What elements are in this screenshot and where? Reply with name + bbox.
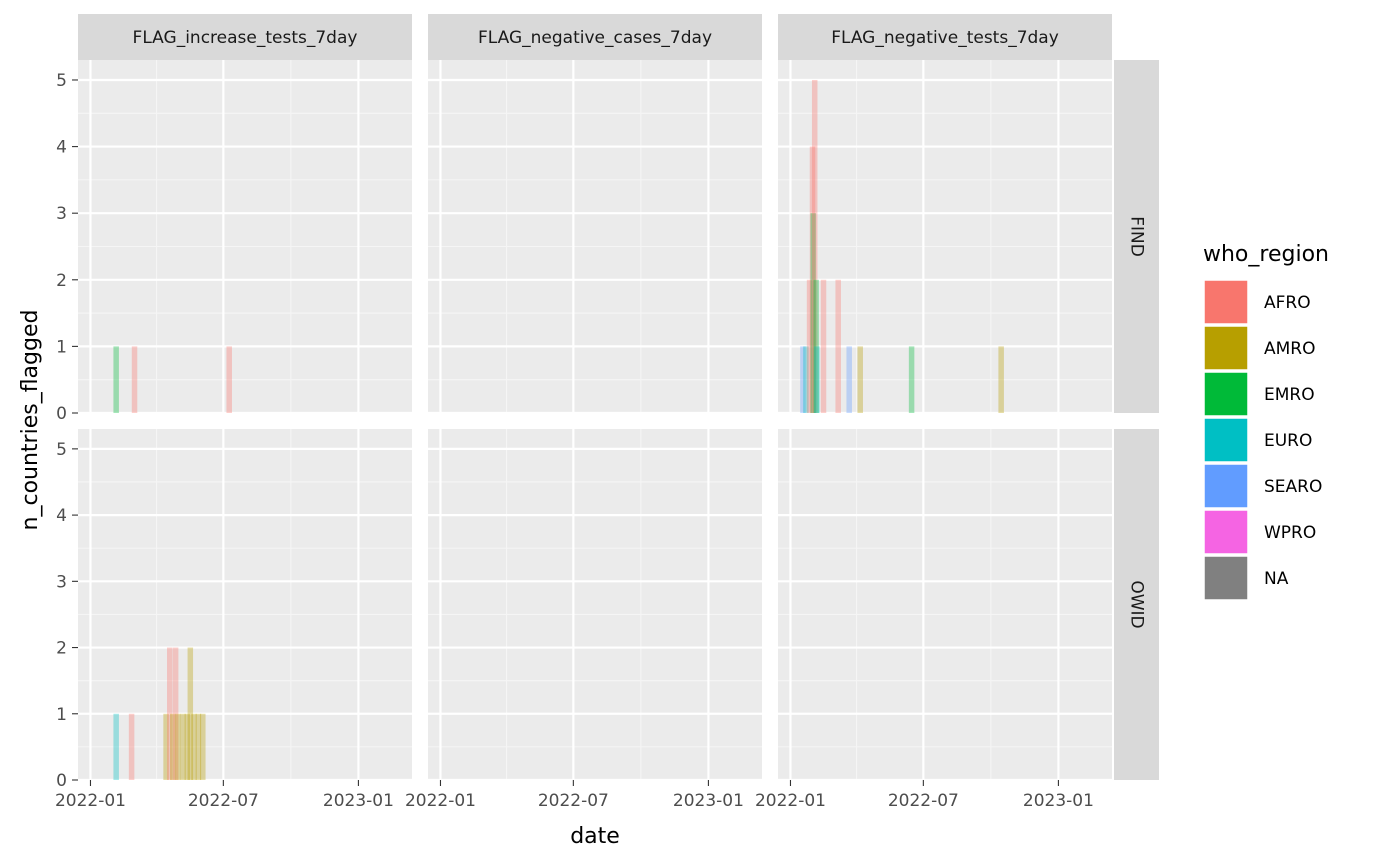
- facet-strip: [778, 14, 1112, 60]
- y-axis-title: n_countries_flagged: [18, 310, 43, 531]
- facet-strip-label: FIND: [1127, 216, 1147, 257]
- legend-key: [1203, 463, 1249, 509]
- y-tick-label: 0: [56, 771, 67, 791]
- legend-key: [1203, 325, 1249, 371]
- y-tick-label: 3: [56, 572, 67, 592]
- bar-amro: [998, 346, 1004, 413]
- bar-amro: [180, 713, 186, 780]
- bar-afro: [172, 647, 179, 780]
- y-tick-label: 5: [56, 440, 67, 460]
- bar-amro: [175, 713, 181, 780]
- bar-emro: [810, 213, 816, 413]
- x-tick-label: 2022-01: [55, 791, 126, 811]
- y-tick-label: 0: [56, 404, 67, 424]
- bar-afro: [167, 647, 173, 780]
- facet-strip-label: FLAG_increase_tests_7day: [133, 28, 358, 48]
- y-tick-label: 2: [56, 639, 67, 659]
- panel-background: [428, 60, 762, 413]
- y-tick-label: 4: [56, 506, 67, 526]
- panel-background: [778, 429, 1112, 780]
- bar-amro: [857, 346, 863, 413]
- x-axis-title: date: [570, 824, 620, 849]
- legend-title: who_region: [1203, 242, 1329, 267]
- panel-background: [78, 60, 412, 413]
- bar-emro: [113, 346, 119, 413]
- bar-amro: [187, 647, 194, 780]
- y-tick-label: 3: [56, 204, 67, 224]
- bar-amro: [200, 713, 206, 780]
- facet-strip: [1114, 429, 1159, 780]
- x-tick-label: 2022-07: [888, 791, 959, 811]
- facet-strip-label: OWID: [1127, 580, 1147, 628]
- bar-amro: [163, 713, 169, 780]
- facet-strip: [428, 14, 762, 60]
- legend-label: WPRO: [1264, 523, 1316, 543]
- legend-key: [1203, 371, 1249, 417]
- legend-label: SEARO: [1264, 477, 1322, 497]
- facet-strip: [1114, 60, 1159, 413]
- legend-label: AMRO: [1264, 339, 1316, 359]
- bar-amro: [191, 713, 197, 780]
- facet-strip-label: FLAG_negative_tests_7day: [831, 28, 1059, 48]
- x-tick-label: 2022-01: [755, 791, 826, 811]
- legend-key: [1203, 509, 1249, 555]
- legend-key: [1203, 417, 1249, 463]
- legend-label: NA: [1264, 569, 1289, 589]
- bar-euro: [814, 346, 820, 413]
- x-tick-label: 2023-01: [673, 791, 744, 811]
- bar-amro: [169, 713, 176, 780]
- y-tick-label: 1: [56, 337, 67, 357]
- x-tick-label: 2022-07: [188, 791, 259, 811]
- bar-euro: [803, 346, 809, 413]
- x-tick-label: 2022-01: [405, 791, 476, 811]
- legend-key: [1203, 555, 1249, 601]
- bar-emro: [908, 346, 915, 413]
- bar-euro: [113, 713, 119, 780]
- bar-afro: [226, 346, 232, 413]
- panel-background: [428, 429, 762, 780]
- bar-afro: [806, 279, 813, 413]
- bar-afro: [820, 279, 827, 413]
- y-tick-label: 5: [56, 71, 67, 91]
- y-tick-label: 2: [56, 271, 67, 291]
- x-tick-label: 2022-07: [538, 791, 609, 811]
- bar-searo: [800, 346, 806, 413]
- legend-label: EURO: [1264, 431, 1312, 451]
- bar-searo: [846, 346, 852, 413]
- bar-afro: [835, 279, 841, 413]
- bar-afro: [128, 713, 135, 780]
- x-tick-label: 2023-01: [1023, 791, 1094, 811]
- bar-afro: [131, 346, 138, 413]
- bar-emro: [813, 279, 819, 413]
- facet-strip-label: FLAG_negative_cases_7day: [478, 28, 712, 48]
- panel-background: [78, 429, 412, 780]
- panel-background: [778, 60, 1112, 413]
- bar-afro: [811, 79, 818, 413]
- legend-label: EMRO: [1264, 385, 1315, 405]
- x-tick-label: 2023-01: [323, 791, 394, 811]
- legend-key: [1203, 279, 1249, 325]
- legend-label: AFRO: [1264, 293, 1311, 313]
- bar-amro: [195, 713, 202, 780]
- bar-amro: [184, 713, 191, 780]
- bar-afro: [809, 146, 816, 413]
- y-tick-label: 1: [56, 705, 67, 725]
- facet-strip: [78, 14, 412, 60]
- y-tick-label: 4: [56, 138, 67, 158]
